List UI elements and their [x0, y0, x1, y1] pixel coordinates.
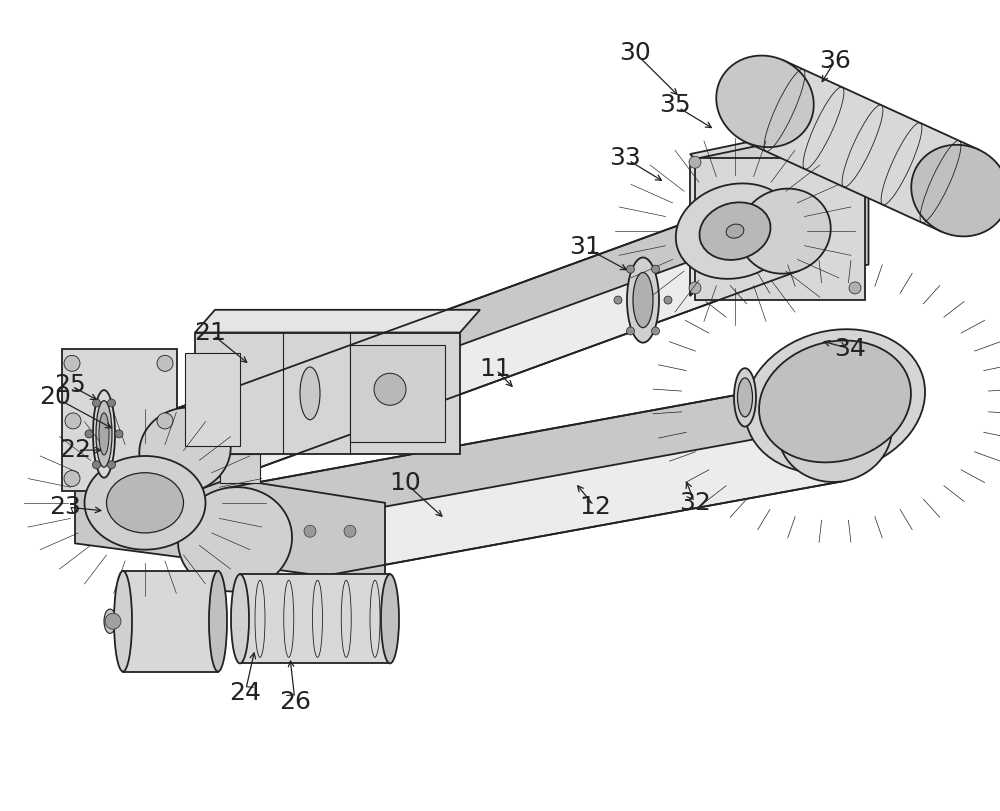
Circle shape [64, 470, 80, 487]
Text: 22: 22 [59, 438, 91, 462]
Ellipse shape [759, 341, 911, 462]
Text: 34: 34 [834, 337, 866, 361]
Ellipse shape [627, 257, 659, 342]
Ellipse shape [300, 367, 320, 420]
Ellipse shape [726, 224, 744, 238]
Polygon shape [690, 118, 868, 162]
Polygon shape [75, 454, 385, 584]
Ellipse shape [99, 413, 109, 455]
Polygon shape [195, 310, 480, 333]
Circle shape [107, 399, 115, 407]
Circle shape [184, 526, 196, 537]
Text: 30: 30 [619, 41, 651, 65]
Ellipse shape [96, 401, 112, 467]
Circle shape [849, 157, 861, 168]
Text: 20: 20 [39, 385, 71, 410]
Text: 10: 10 [389, 470, 421, 495]
Ellipse shape [911, 145, 1000, 236]
Text: 21: 21 [194, 320, 226, 345]
Polygon shape [62, 349, 177, 491]
Circle shape [374, 373, 406, 406]
Ellipse shape [104, 609, 116, 633]
Circle shape [224, 526, 236, 537]
Circle shape [105, 613, 121, 629]
Polygon shape [234, 425, 844, 590]
Circle shape [304, 526, 316, 537]
Ellipse shape [745, 329, 925, 474]
Text: 35: 35 [659, 93, 691, 118]
Text: 31: 31 [569, 235, 601, 260]
Text: 23: 23 [49, 495, 81, 519]
Circle shape [689, 157, 701, 168]
Ellipse shape [178, 487, 292, 591]
Circle shape [627, 327, 635, 335]
Ellipse shape [139, 408, 231, 492]
Circle shape [652, 265, 660, 273]
Circle shape [144, 526, 156, 537]
Text: 24: 24 [229, 681, 261, 706]
Circle shape [92, 461, 100, 469]
Polygon shape [690, 158, 698, 296]
Bar [195, 333, 460, 454]
Circle shape [115, 430, 123, 438]
Ellipse shape [734, 368, 756, 427]
Text: 25: 25 [54, 373, 86, 397]
Circle shape [614, 296, 622, 304]
Ellipse shape [676, 183, 794, 279]
Ellipse shape [84, 456, 206, 550]
Bar [220, 454, 260, 483]
Ellipse shape [738, 378, 753, 417]
Ellipse shape [114, 571, 132, 672]
Circle shape [65, 413, 81, 429]
Circle shape [627, 265, 635, 273]
Circle shape [157, 355, 173, 371]
Circle shape [264, 526, 276, 537]
Circle shape [664, 296, 672, 304]
Circle shape [85, 430, 93, 438]
Circle shape [108, 461, 116, 469]
Polygon shape [746, 61, 979, 231]
Text: 32: 32 [679, 491, 711, 515]
Bar [123, 571, 218, 672]
Ellipse shape [778, 378, 892, 482]
Text: 12: 12 [579, 495, 611, 519]
Ellipse shape [716, 56, 814, 147]
Text: 33: 33 [609, 146, 641, 170]
Polygon shape [184, 227, 799, 490]
Circle shape [689, 282, 701, 294]
Ellipse shape [381, 574, 399, 663]
Polygon shape [171, 191, 786, 454]
Polygon shape [698, 122, 868, 300]
Text: 11: 11 [479, 357, 511, 381]
Ellipse shape [106, 473, 184, 533]
Text: 36: 36 [819, 49, 851, 73]
Circle shape [849, 282, 861, 294]
Ellipse shape [209, 571, 227, 672]
Ellipse shape [633, 272, 653, 328]
Bar [695, 158, 865, 300]
Ellipse shape [699, 202, 771, 260]
Circle shape [652, 327, 660, 335]
Circle shape [92, 399, 100, 407]
Circle shape [157, 470, 173, 487]
Ellipse shape [93, 390, 115, 478]
Bar [185, 353, 240, 446]
Ellipse shape [231, 574, 249, 663]
Circle shape [64, 355, 80, 371]
Circle shape [344, 526, 356, 537]
Bar [350, 345, 445, 442]
Bar [240, 574, 390, 663]
Ellipse shape [739, 189, 831, 273]
Polygon shape [226, 379, 836, 544]
Text: 26: 26 [279, 689, 311, 714]
Circle shape [157, 413, 173, 429]
